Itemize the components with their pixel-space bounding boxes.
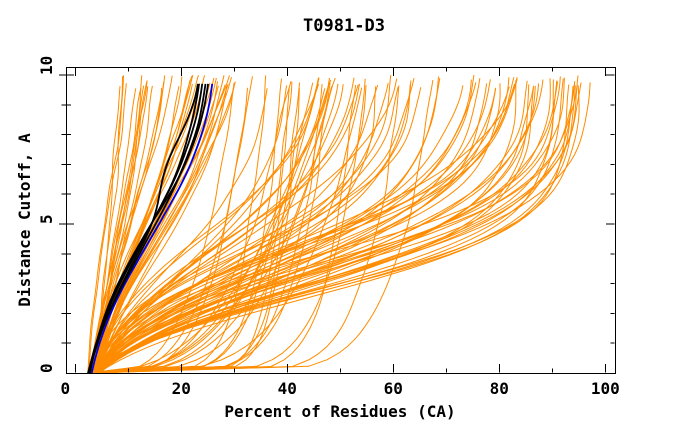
prediction-curve	[98, 77, 415, 374]
prediction-curve	[93, 86, 377, 374]
prediction-curve	[87, 82, 331, 374]
prediction-curves	[87, 74, 591, 374]
prediction-curve	[96, 77, 217, 374]
prediction-curve	[92, 78, 564, 374]
prediction-curve	[87, 82, 314, 374]
highlight-model-blue	[90, 83, 214, 374]
prediction-curve	[98, 88, 268, 374]
prediction-curve	[91, 83, 339, 374]
prediction-curve	[97, 80, 412, 374]
prediction-curve	[91, 75, 225, 374]
prediction-curve	[92, 85, 400, 374]
prediction-curve	[90, 81, 293, 374]
prediction-curve	[92, 77, 320, 374]
prediction-curve	[89, 85, 145, 374]
y-tick-label: 5	[37, 214, 56, 224]
prediction-curve	[90, 88, 290, 374]
x-axis-label: Percent of Residues (CA)	[224, 402, 455, 421]
prediction-curve	[94, 75, 267, 374]
highlight-curve	[90, 83, 214, 374]
prediction-curve	[94, 84, 357, 374]
prediction-curve	[94, 75, 475, 374]
y-tick-label: 0	[37, 363, 56, 373]
x-tick-label: 0	[60, 379, 70, 398]
x-tick-label: 40	[278, 379, 297, 398]
prediction-curve	[88, 83, 127, 374]
prediction-curve	[99, 76, 253, 374]
prediction-curve	[90, 85, 580, 374]
prediction-curve	[89, 80, 434, 374]
axes-layer: 0 20 40 60 80 100 0 5 10	[37, 56, 620, 398]
prediction-curve	[96, 81, 576, 374]
x-tick-label: 20	[172, 379, 191, 398]
prediction-curve	[95, 88, 300, 374]
prediction-curve	[94, 78, 282, 374]
prediction-curve	[95, 87, 422, 374]
chart-title: T0981-D3	[303, 16, 385, 36]
prediction-curve	[89, 83, 501, 374]
prediction-curve	[87, 75, 392, 374]
prediction-curve	[98, 83, 360, 374]
plot-border	[66, 67, 616, 374]
curves-layer	[87, 74, 591, 374]
x-tick-label: 100	[591, 379, 620, 398]
y-axis-label: Distance Cutoff, A	[15, 133, 34, 307]
highlight-models-black	[87, 83, 209, 374]
prediction-curve	[98, 81, 218, 374]
prediction-curve	[99, 83, 540, 374]
prediction-curve	[90, 78, 366, 374]
x-tick-label: 80	[490, 379, 509, 398]
prediction-curve	[88, 85, 574, 374]
highlight-curve	[89, 83, 209, 374]
prediction-curve	[99, 79, 554, 374]
prediction-curve	[92, 82, 477, 374]
prediction-curve	[91, 78, 319, 374]
y-tick-label: 10	[37, 56, 56, 75]
prediction-curve	[94, 84, 578, 374]
prediction-curve	[92, 84, 323, 374]
prediction-curve	[97, 82, 301, 374]
prediction-curve	[98, 85, 576, 374]
highlight-curve	[88, 83, 199, 374]
prediction-curve	[96, 82, 576, 374]
prediction-curve	[87, 75, 124, 374]
x-tick-label: 60	[384, 379, 403, 398]
prediction-curve	[94, 85, 535, 374]
prediction-curve	[98, 87, 497, 374]
prediction-curve	[94, 78, 320, 374]
